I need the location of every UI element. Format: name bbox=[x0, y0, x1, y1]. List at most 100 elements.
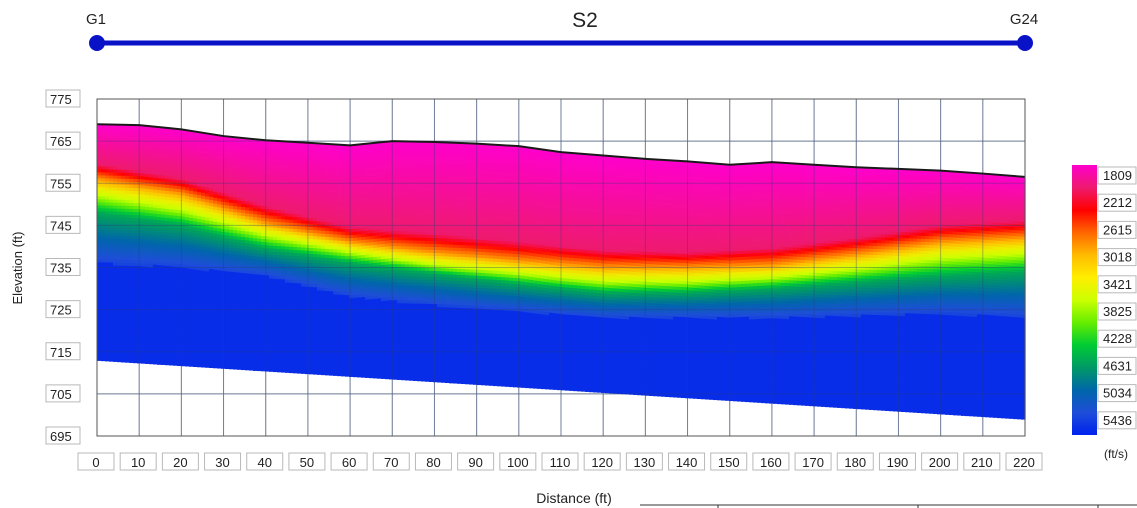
velocity-cell bbox=[169, 251, 174, 255]
velocity-cell bbox=[193, 218, 198, 223]
velocity-cell bbox=[273, 185, 278, 190]
velocity-cell bbox=[101, 298, 106, 302]
velocity-cell bbox=[245, 237, 250, 242]
velocity-cell bbox=[213, 311, 218, 316]
velocity-cell bbox=[209, 293, 214, 297]
velocity-cell bbox=[185, 253, 190, 257]
velocity-cell bbox=[133, 305, 138, 309]
velocity-cell bbox=[129, 196, 134, 201]
velocity-cell bbox=[245, 207, 250, 212]
velocity-cell bbox=[145, 350, 150, 355]
velocity-cell bbox=[97, 151, 102, 155]
velocity-cell bbox=[249, 180, 254, 185]
velocity-cell bbox=[213, 254, 218, 259]
velocity-cell bbox=[121, 151, 126, 156]
velocity-cell bbox=[269, 239, 274, 244]
velocity-cell bbox=[149, 165, 154, 169]
velocity-cell bbox=[109, 226, 114, 231]
velocity-cell bbox=[125, 190, 130, 195]
velocity-cell bbox=[209, 191, 214, 195]
velocity-cell bbox=[161, 286, 166, 291]
velocity-cell bbox=[205, 196, 210, 201]
velocity-cell bbox=[197, 273, 202, 277]
velocity-cell bbox=[209, 251, 214, 255]
velocity-cell bbox=[261, 287, 266, 291]
velocity-cell bbox=[281, 204, 286, 208]
velocity-cell bbox=[133, 290, 138, 294]
velocity-cell bbox=[133, 230, 138, 234]
velocity-cell bbox=[181, 183, 186, 188]
velocity-cell bbox=[241, 357, 246, 361]
velocity-cell bbox=[229, 235, 234, 240]
velocity-cell bbox=[97, 181, 102, 185]
velocity-cell bbox=[249, 231, 254, 236]
velocity-cell bbox=[109, 232, 114, 237]
velocity-cell bbox=[141, 260, 146, 265]
velocity-cell bbox=[105, 337, 110, 342]
velocity-cell bbox=[137, 323, 142, 327]
velocity-cell bbox=[141, 137, 146, 142]
velocity-cell bbox=[201, 183, 206, 188]
velocity-cell bbox=[129, 232, 134, 237]
velocity-cell bbox=[229, 148, 234, 153]
velocity-cell bbox=[201, 285, 206, 290]
velocity-cell bbox=[249, 246, 254, 251]
velocity-cell bbox=[213, 173, 218, 178]
velocity-cell bbox=[201, 219, 206, 224]
velocity-cell bbox=[277, 258, 282, 262]
velocity-cell bbox=[169, 338, 174, 342]
velocity-cell bbox=[281, 222, 286, 226]
velocity-cell bbox=[281, 327, 286, 331]
velocity-cell bbox=[177, 201, 182, 205]
velocity-cell bbox=[237, 155, 242, 160]
velocity-cell bbox=[269, 188, 274, 193]
velocity-cell bbox=[105, 319, 110, 324]
velocity-cell bbox=[185, 250, 190, 254]
velocity-cell bbox=[221, 144, 226, 149]
velocity-cell bbox=[201, 333, 206, 338]
velocity-cell bbox=[101, 280, 106, 284]
velocity-cell bbox=[157, 364, 162, 365]
velocity-cell bbox=[173, 311, 178, 316]
velocity-cell bbox=[201, 198, 206, 203]
velocity-cell bbox=[145, 230, 150, 235]
velocity-cell bbox=[257, 304, 262, 309]
velocity-cell bbox=[197, 363, 202, 367]
velocity-cell bbox=[177, 339, 182, 343]
velocity-cell bbox=[121, 313, 126, 318]
velocity-cell bbox=[109, 280, 114, 285]
velocity-cell bbox=[261, 362, 266, 366]
velocity-cell bbox=[101, 256, 106, 260]
velocity-cell bbox=[221, 138, 226, 143]
velocity-cell bbox=[189, 280, 194, 285]
velocity-cell bbox=[245, 204, 250, 209]
velocity-cell bbox=[209, 236, 214, 240]
velocity-cell bbox=[217, 336, 222, 340]
velocity-cell bbox=[189, 211, 194, 216]
velocity-cell bbox=[109, 259, 114, 264]
velocity-cell bbox=[149, 183, 154, 187]
velocity-cell bbox=[109, 331, 114, 336]
velocity-cell bbox=[173, 140, 178, 145]
velocity-cell bbox=[161, 337, 166, 342]
velocity-cell bbox=[117, 235, 122, 240]
velocity-cell bbox=[261, 248, 266, 252]
velocity-cell bbox=[261, 224, 266, 228]
velocity-cell bbox=[133, 155, 138, 159]
velocity-cell bbox=[149, 291, 154, 295]
velocity-cell bbox=[261, 239, 266, 243]
velocity-cell bbox=[189, 142, 194, 147]
velocity-cell bbox=[229, 328, 234, 333]
velocity-cell bbox=[249, 222, 254, 227]
velocity-cell bbox=[97, 190, 102, 194]
velocity-cell bbox=[265, 314, 270, 318]
velocity-cell bbox=[97, 202, 102, 206]
velocity-cell bbox=[173, 128, 178, 133]
velocity-cell bbox=[209, 173, 214, 177]
velocity-cell bbox=[153, 144, 158, 149]
velocity-cell bbox=[101, 202, 106, 206]
velocity-cell bbox=[197, 198, 202, 202]
velocity-cell bbox=[241, 261, 246, 265]
velocity-cell bbox=[141, 245, 146, 250]
velocity-cell bbox=[161, 166, 166, 171]
